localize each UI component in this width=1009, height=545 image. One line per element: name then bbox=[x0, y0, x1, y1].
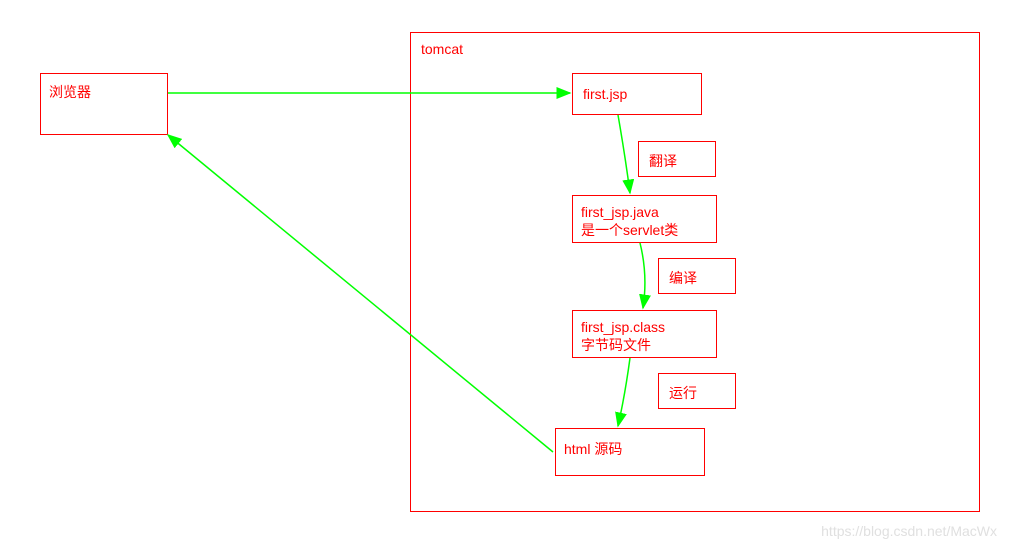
tomcat-label: tomcat bbox=[421, 41, 463, 57]
compile-label: 编译 bbox=[669, 268, 697, 288]
browser-label: 浏览器 bbox=[49, 82, 91, 102]
translate-label: 翻译 bbox=[649, 151, 677, 171]
browser-box: 浏览器 bbox=[40, 73, 168, 135]
html-source-label: html 源码 bbox=[564, 439, 622, 459]
first-jsp-label: first.jsp bbox=[583, 86, 627, 102]
first-jsp-class-box: first_jsp.class 字节码文件 bbox=[572, 310, 717, 358]
translate-box: 翻译 bbox=[638, 141, 716, 177]
first-jsp-java-box: first_jsp.java 是一个servlet类 bbox=[572, 195, 717, 243]
first-jsp-class-label: first_jsp.class 字节码文件 bbox=[581, 318, 665, 354]
run-box: 运行 bbox=[658, 373, 736, 409]
html-source-box: html 源码 bbox=[555, 428, 705, 476]
watermark: https://blog.csdn.net/MacWx bbox=[821, 523, 997, 539]
first-jsp-box: first.jsp bbox=[572, 73, 702, 115]
run-label: 运行 bbox=[669, 383, 697, 403]
first-jsp-java-label: first_jsp.java 是一个servlet类 bbox=[581, 203, 678, 239]
compile-box: 编译 bbox=[658, 258, 736, 294]
